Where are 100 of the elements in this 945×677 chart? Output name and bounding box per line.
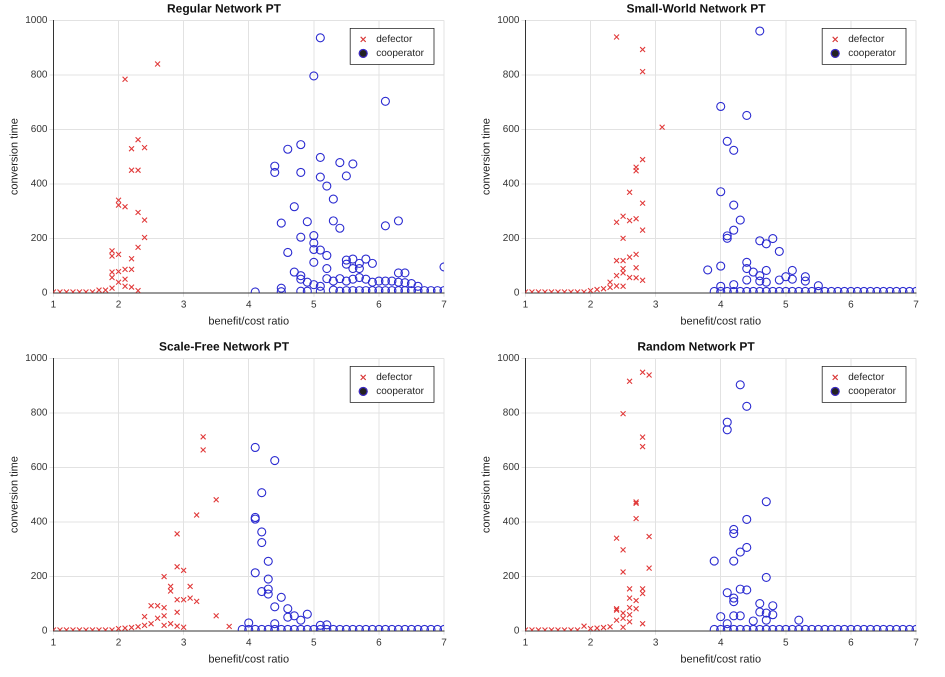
point bbox=[250, 568, 260, 578]
point bbox=[257, 488, 266, 498]
x-tick-label: 4 bbox=[718, 300, 724, 311]
point bbox=[226, 623, 232, 630]
point bbox=[607, 624, 614, 630]
point bbox=[322, 620, 332, 630]
y-tick-label: 1000 bbox=[497, 353, 520, 364]
point bbox=[614, 219, 620, 226]
point bbox=[283, 612, 292, 622]
point bbox=[128, 146, 135, 152]
point bbox=[614, 258, 620, 264]
point bbox=[257, 538, 266, 548]
y-tick-label: 200 bbox=[502, 233, 520, 244]
y-tick-label: 0 bbox=[42, 626, 48, 637]
point bbox=[142, 144, 148, 151]
y-tick-label: 0 bbox=[514, 626, 520, 637]
y-tick-label: 400 bbox=[502, 178, 520, 190]
x-tick-label: 3 bbox=[180, 300, 187, 311]
point bbox=[122, 76, 128, 82]
point bbox=[270, 456, 280, 466]
point bbox=[614, 535, 620, 542]
y-axis-title: conversion time bbox=[8, 456, 21, 534]
point bbox=[620, 410, 626, 417]
point bbox=[135, 288, 142, 293]
y-tick-label: 400 bbox=[502, 516, 520, 528]
x-tick-label: 2 bbox=[588, 300, 594, 311]
point bbox=[620, 546, 626, 553]
point bbox=[264, 556, 273, 566]
x-axis-title: benefit/cost ratio bbox=[208, 315, 290, 328]
y-tick-label: 0 bbox=[42, 288, 48, 299]
point bbox=[174, 623, 180, 630]
point bbox=[302, 610, 312, 619]
point bbox=[154, 615, 161, 622]
point bbox=[174, 564, 180, 570]
x-tick-label: 6 bbox=[848, 300, 854, 311]
x-tick-label: 2 bbox=[588, 638, 594, 649]
point bbox=[128, 284, 135, 290]
point bbox=[659, 124, 666, 130]
x-tick-label: 5 bbox=[783, 638, 790, 649]
x-tick-label: 6 bbox=[376, 638, 382, 649]
point bbox=[626, 189, 633, 196]
y-tick-label: 600 bbox=[502, 124, 520, 136]
point bbox=[135, 244, 142, 250]
point bbox=[174, 596, 180, 603]
point bbox=[154, 60, 161, 68]
point bbox=[128, 256, 135, 262]
point bbox=[633, 216, 640, 222]
point bbox=[640, 156, 646, 163]
legend-label: cooperator bbox=[376, 48, 425, 60]
point bbox=[640, 227, 646, 234]
point bbox=[264, 574, 273, 584]
point bbox=[633, 274, 640, 281]
x-tick-label: 6 bbox=[848, 638, 854, 649]
point bbox=[270, 619, 280, 628]
point bbox=[142, 622, 148, 628]
point bbox=[213, 496, 220, 503]
legend-label: defector bbox=[376, 34, 413, 46]
point bbox=[128, 266, 135, 272]
x-tick-label: 3 bbox=[652, 300, 659, 311]
legend-label: cooperator bbox=[848, 386, 897, 398]
point bbox=[168, 620, 174, 627]
point bbox=[614, 272, 620, 279]
point bbox=[626, 254, 633, 260]
chart-title: Scale-Free Network PT bbox=[158, 340, 290, 354]
point bbox=[142, 234, 148, 241]
point bbox=[581, 623, 588, 630]
x-tick-label: 7 bbox=[913, 300, 920, 311]
point bbox=[122, 266, 128, 272]
point bbox=[148, 620, 154, 627]
x-tick-label: 3 bbox=[652, 638, 659, 649]
point bbox=[180, 624, 187, 630]
point bbox=[213, 612, 220, 619]
point bbox=[594, 286, 600, 293]
y-tick-label: 600 bbox=[30, 462, 48, 474]
x-tick-label: 2 bbox=[116, 638, 122, 649]
legend-label: defector bbox=[848, 372, 885, 384]
x-axis-title: benefit/cost ratio bbox=[680, 653, 762, 666]
point bbox=[620, 270, 626, 276]
point bbox=[283, 604, 292, 614]
point bbox=[594, 625, 600, 631]
y-tick-label: 600 bbox=[30, 124, 48, 136]
point bbox=[116, 279, 122, 286]
chart-title: Regular Network PT bbox=[166, 2, 282, 16]
y-tick-label: 800 bbox=[30, 408, 48, 419]
point bbox=[122, 625, 128, 631]
point bbox=[296, 616, 306, 625]
point bbox=[620, 624, 626, 630]
point bbox=[194, 598, 200, 604]
y-tick-label: 800 bbox=[502, 408, 520, 419]
point bbox=[128, 167, 135, 174]
y-tick-label: 400 bbox=[30, 178, 48, 190]
legend-label: cooperator bbox=[848, 48, 897, 60]
x-tick-label: 7 bbox=[441, 638, 448, 649]
y-axis-title: conversion time bbox=[8, 118, 21, 196]
point bbox=[633, 598, 640, 604]
chart-title: Random Network PT bbox=[637, 340, 756, 354]
x-tick-label: 7 bbox=[913, 638, 920, 649]
point bbox=[620, 235, 626, 242]
point bbox=[116, 626, 122, 631]
point bbox=[200, 446, 206, 453]
